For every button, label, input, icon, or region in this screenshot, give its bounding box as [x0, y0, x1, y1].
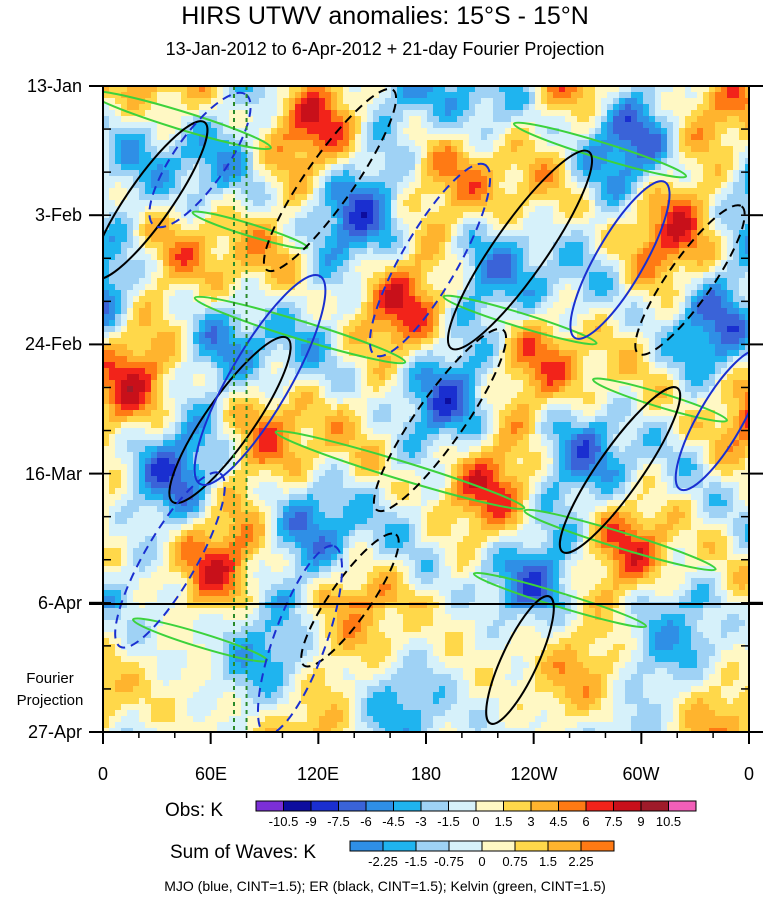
kelvin-contour: [103, 89, 272, 151]
colorbar-box: [415, 840, 450, 852]
y-tick-label: 3-Feb: [34, 205, 82, 225]
y-tick-label: 24-Feb: [24, 334, 82, 354]
colorbar-level-label: 9: [637, 814, 645, 829]
kelvin-contour: [442, 294, 598, 346]
colorbar-box: [514, 840, 549, 852]
colorbar-box: [382, 840, 417, 852]
mjo-contour: [368, 162, 492, 358]
x-tick-label: 60E: [194, 764, 228, 784]
chart-title: HIRS UTWV anomalies: 15°S - 15°N: [181, 2, 589, 30]
x-tick-label: 0: [743, 764, 754, 784]
er-contour: [558, 386, 682, 554]
er-contour: [634, 204, 746, 356]
kelvin-contour: [191, 210, 309, 250]
kelvin-contour: [523, 508, 717, 572]
colorbar-level-label: 2.25: [568, 854, 594, 869]
colorbar-level-label: 10.5: [655, 814, 682, 829]
kelvin-contour: [512, 121, 688, 179]
er-contour: [168, 335, 292, 505]
colorbar-level-label: -1.5: [437, 814, 460, 829]
colorbar-box: [349, 840, 384, 852]
colorbar-level-label: 3: [527, 814, 535, 829]
colorbar-box: [448, 840, 483, 852]
colorbar-level-label: 6: [582, 814, 590, 829]
anomaly-field: [103, 86, 749, 732]
kelvin-contour: [193, 295, 407, 365]
fourier-projection-label: Fourier Projection: [16, 670, 84, 709]
colorbar-level-label: -10.5: [268, 814, 299, 829]
x-tick-label: 120E: [296, 764, 340, 784]
y-tick-label: 13-Jan: [26, 76, 82, 96]
er-contour: [446, 149, 594, 351]
er-contour: [262, 87, 398, 273]
colorbar-level-label: -6: [360, 814, 372, 829]
contour-legend: MJO (blue, CINT=1.5); ER (black, CINT=1.…: [164, 878, 606, 894]
colorbar-level-label: 4.5: [549, 814, 568, 829]
mjo-contour: [114, 471, 226, 649]
colorbar-level-label: 1.5: [494, 814, 513, 829]
kelvin-contour: [472, 571, 648, 629]
colorbar-level-label: 0: [472, 814, 480, 829]
colorbar-level-label: 1.5: [538, 854, 558, 869]
x-tick-label: 180: [410, 764, 442, 784]
colorbar-level-label: -2.25: [368, 854, 398, 869]
mjo-contour: [193, 274, 327, 486]
plot-axes: [89, 85, 763, 744]
kelvin-contour: [592, 377, 728, 423]
y-tick-label: 6-Apr: [37, 593, 82, 613]
er-contour: [372, 327, 508, 513]
er-contour: [103, 120, 209, 280]
y-tick-label: 27-Apr: [27, 722, 82, 742]
obs-colorbar-title: Obs: K: [165, 800, 224, 821]
colorbar-box: [481, 840, 516, 852]
colorbar-level-label: -7.5: [327, 814, 350, 829]
mjo-contour: [256, 544, 344, 732]
kelvin-contour: [274, 430, 526, 510]
colorbar-box: [547, 840, 582, 852]
colorbar-level-label: 0.75: [502, 854, 528, 869]
colorbar-box: [580, 840, 615, 852]
colorbar-level-label: 0: [478, 854, 486, 869]
x-tick-label: 0: [97, 764, 108, 784]
x-tick-label: 60W: [622, 764, 660, 784]
er-contour: [300, 532, 400, 668]
mjo-contour: [674, 348, 749, 492]
colorbar-level-label: -3: [415, 814, 427, 829]
colorbar-level-label: -1.5: [404, 854, 428, 869]
mjo-contour: [569, 180, 671, 340]
y-tick-label: 16-Mar: [24, 464, 82, 484]
wave-contours: [103, 86, 749, 732]
er-contour: [485, 595, 555, 725]
colorbar-level-label: -0.75: [434, 854, 464, 869]
colorbar-box: [668, 800, 697, 812]
colorbar-level-label: -4.5: [382, 814, 405, 829]
colorbar-level-label: 7.5: [604, 814, 623, 829]
waves-colorbar-title: Sum of Waves: K: [170, 842, 317, 863]
colorbar-level-label: -9: [305, 814, 317, 829]
chart-subtitle: 13-Jan-2012 to 6-Apr-2012 + 21-day Fouri…: [165, 39, 605, 59]
x-tick-label: 120W: [510, 764, 558, 784]
